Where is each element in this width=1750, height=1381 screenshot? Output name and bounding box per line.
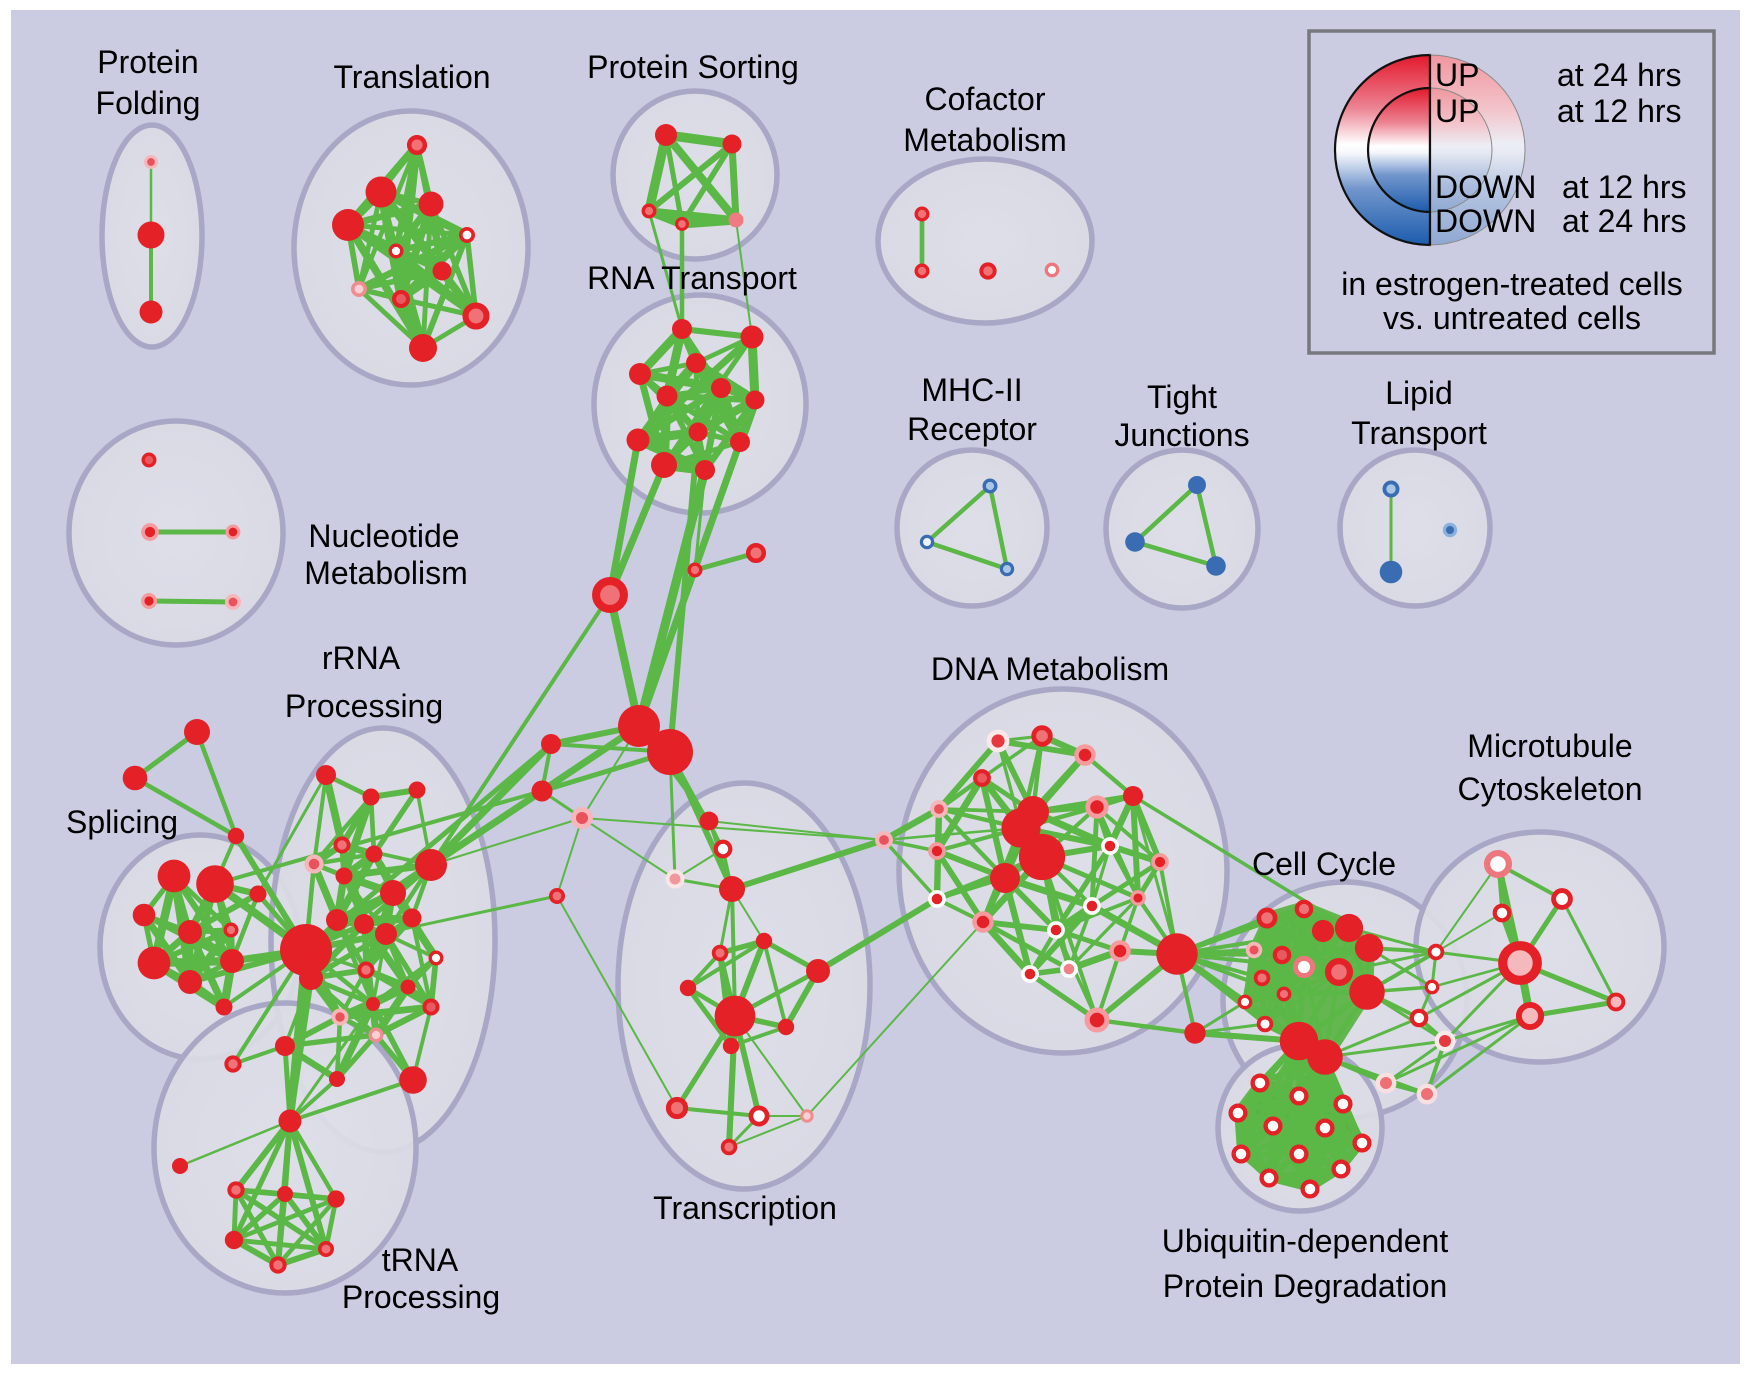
svg-text:Processing: Processing (342, 1279, 500, 1315)
svg-text:Microtubule: Microtubule (1467, 728, 1632, 764)
svg-text:Nucleotide: Nucleotide (308, 518, 459, 554)
svg-text:vs. untreated cells: vs. untreated cells (1383, 300, 1641, 336)
svg-text:at 12 hrs: at 12 hrs (1562, 169, 1687, 205)
svg-text:Processing: Processing (285, 688, 443, 724)
svg-text:Cell Cycle: Cell Cycle (1252, 846, 1396, 882)
svg-text:Translation: Translation (333, 59, 490, 95)
svg-text:Lipid: Lipid (1385, 375, 1453, 411)
svg-text:tRNA: tRNA (382, 1242, 459, 1278)
svg-text:Tight: Tight (1147, 379, 1217, 415)
svg-text:Metabolism: Metabolism (304, 555, 468, 591)
svg-text:Junctions: Junctions (1114, 417, 1249, 453)
svg-text:UP: UP (1435, 93, 1479, 129)
svg-text:at 24 hrs: at 24 hrs (1557, 57, 1682, 93)
svg-text:RNA Transport: RNA Transport (587, 260, 797, 296)
svg-text:Splicing: Splicing (66, 804, 178, 840)
svg-text:Transport: Transport (1351, 415, 1487, 451)
svg-text:Folding: Folding (96, 85, 201, 121)
svg-text:Receptor: Receptor (907, 411, 1037, 447)
svg-text:UP: UP (1435, 57, 1479, 93)
svg-text:Protein Degradation: Protein Degradation (1163, 1268, 1448, 1304)
svg-text:Cytoskeleton: Cytoskeleton (1458, 771, 1643, 807)
svg-text:Ubiquitin-dependent: Ubiquitin-dependent (1162, 1223, 1449, 1259)
svg-text:Cofactor: Cofactor (925, 81, 1046, 117)
svg-text:Transcription: Transcription (653, 1190, 837, 1226)
svg-text:rRNA: rRNA (322, 640, 401, 676)
svg-text:MHC-II: MHC-II (921, 372, 1022, 408)
svg-text:Metabolism: Metabolism (903, 122, 1067, 158)
svg-text:Protein Sorting: Protein Sorting (587, 49, 799, 85)
svg-text:at 24 hrs: at 24 hrs (1562, 203, 1687, 239)
svg-text:in estrogen-treated cells: in estrogen-treated cells (1341, 266, 1683, 302)
svg-text:DOWN: DOWN (1435, 203, 1536, 239)
svg-text:DOWN: DOWN (1435, 169, 1536, 205)
svg-text:at 12 hrs: at 12 hrs (1557, 93, 1682, 129)
svg-text:DNA Metabolism: DNA Metabolism (931, 651, 1169, 687)
svg-text:Protein: Protein (97, 44, 198, 80)
